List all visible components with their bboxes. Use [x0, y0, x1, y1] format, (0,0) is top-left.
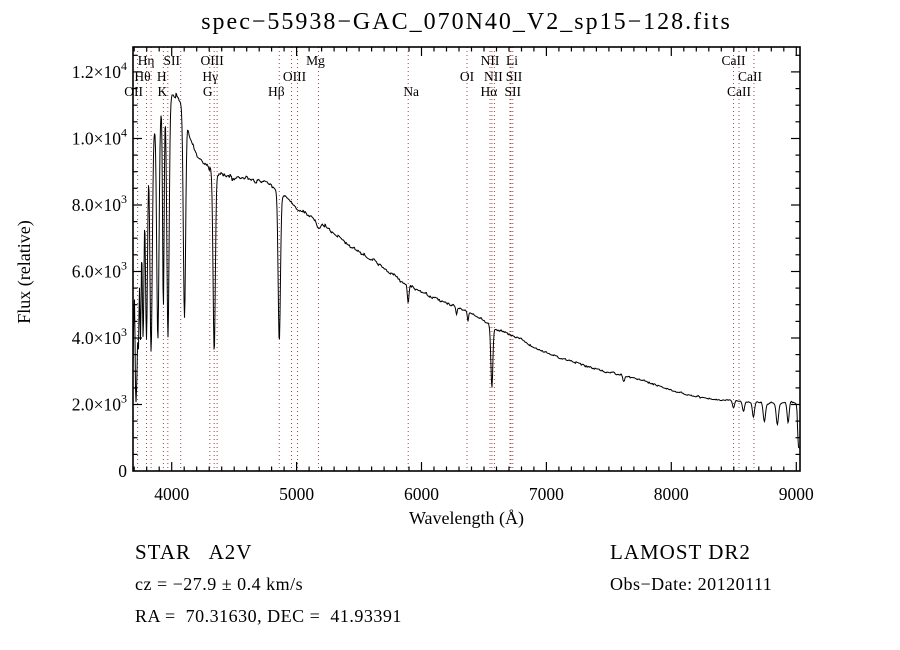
spectral-line-label: K: [158, 84, 168, 99]
y-tick-label: 1.0×104: [72, 126, 127, 149]
x-tick-label: 9000: [779, 484, 814, 504]
spectral-line-label: Hβ: [268, 84, 285, 99]
x-tick-label: 8000: [654, 484, 689, 504]
spectral-line-label: SII: [505, 84, 522, 99]
y-tick-label: 6.0×103: [72, 259, 127, 282]
spectral-line-label: NII: [484, 69, 503, 84]
cz-text: cz = −27.9 ± 0.4 km/s: [135, 574, 304, 594]
spectral-line-label: Li: [506, 53, 518, 68]
object-class-text: STAR A2V: [135, 540, 253, 564]
spectral-line-label: Hγ: [202, 69, 218, 84]
x-tick-label: 5000: [279, 484, 314, 504]
spectral-line-label: SII: [506, 69, 523, 84]
spectral-line-label: CaII: [738, 69, 762, 84]
y-axis-label: Flux (relative): [14, 220, 35, 323]
spectral-line-label: Na: [403, 84, 419, 99]
spectral-line-label: Hα: [480, 84, 497, 99]
spectral-line-label: OIII: [283, 69, 307, 84]
y-tick-label: 2.0×103: [72, 392, 127, 415]
obs-date-text: Obs−Date: 20120111: [610, 574, 773, 594]
x-tick-label: 7000: [529, 484, 564, 504]
survey-text: LAMOST DR2: [610, 540, 751, 564]
y-tick-label: 4.0×103: [72, 325, 127, 348]
y-tick-label: 1.2×104: [72, 59, 127, 82]
spectral-line-label: SII: [163, 53, 180, 68]
spectral-line-label: G: [203, 84, 213, 99]
spectral-line-label: NII: [481, 53, 500, 68]
spectral-line-label: OI: [460, 69, 475, 84]
x-tick-label: 6000: [404, 484, 439, 504]
y-tick-label: 8.0×103: [72, 192, 127, 215]
spectral-line-label: CaII: [722, 53, 746, 68]
spectral-line-label: OII: [124, 84, 143, 99]
spectral-line-label: CaII: [727, 84, 751, 99]
spectral-line-label: H: [157, 69, 167, 84]
plot-title: spec−55938−GAC_070N40_V2_sp15−128.fits: [201, 9, 732, 35]
spectral-line-label: Hθ: [134, 69, 150, 84]
spectrum-trace: [132, 92, 801, 449]
x-tick-label: 4000: [154, 484, 189, 504]
spectral-line-label: OIII: [200, 53, 224, 68]
x-axis-label: Wavelength (Å): [409, 508, 524, 529]
spectral-line-label: Hη: [138, 53, 155, 68]
ra-dec-text: RA = 70.31630, DEC = 41.93391: [135, 606, 402, 626]
spectral-line-label: Mg: [306, 53, 325, 68]
plot-frame: [132, 46, 801, 472]
y-tick-label: 0: [118, 461, 127, 481]
